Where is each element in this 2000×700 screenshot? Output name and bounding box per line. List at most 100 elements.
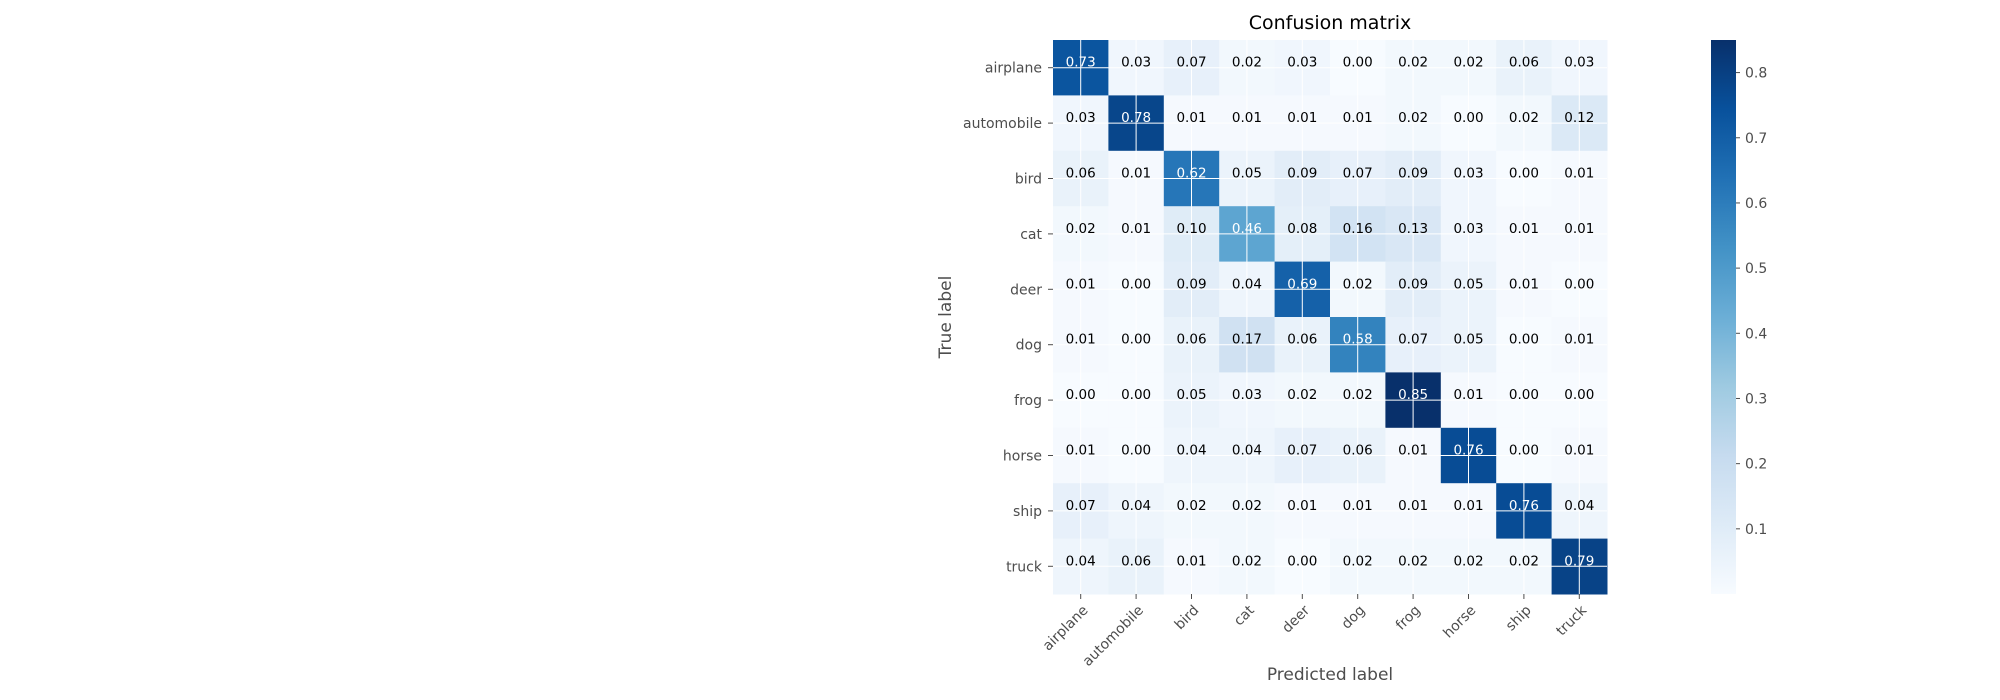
cell-value-label: 0.04	[1121, 498, 1151, 514]
y-tick-label: horse	[1003, 449, 1042, 465]
x-tick-label: truck	[1553, 602, 1590, 639]
cell-value-label: 0.12	[1564, 110, 1594, 126]
cell-value-label: 0.00	[1564, 387, 1594, 403]
x-tick-label: horse	[1440, 603, 1479, 642]
cell-value-label: 0.00	[1509, 443, 1539, 459]
y-tick-label: truck	[1006, 559, 1043, 575]
cell-value-label: 0.06	[1066, 166, 1096, 182]
cell-value-label: 0.02	[1398, 553, 1428, 569]
cell-value-label: 0.62	[1176, 166, 1206, 182]
cell-value-label: 0.79	[1564, 553, 1594, 569]
cell-value-label: 0.01	[1343, 498, 1373, 514]
cell-value-label: 0.00	[1066, 387, 1096, 403]
cell-value-label: 0.78	[1121, 110, 1151, 126]
cell-value-label: 0.01	[1232, 110, 1262, 126]
cell-value-label: 0.09	[1398, 276, 1428, 292]
cell-value-label: 0.06	[1343, 443, 1373, 459]
x-axis-label: Predicted label	[1267, 665, 1393, 685]
colorbar: 0.1 0.2 0.3 0.4 0.5 0.6 0.7 0.8	[1711, 40, 1767, 594]
colorbar-tick-label: 0.8	[1745, 66, 1767, 82]
cell-value-label: 0.00	[1121, 332, 1151, 348]
cell-value-label: 0.69	[1287, 276, 1317, 292]
cell-value-label: 0.00	[1121, 443, 1151, 459]
y-tick-label: airplane	[985, 61, 1042, 77]
cell-value-label: 0.04	[1232, 443, 1262, 459]
cell-value-label: 0.02	[1509, 553, 1539, 569]
cell-value-label: 0.04	[1564, 498, 1594, 514]
cell-value-label: 0.03	[1453, 221, 1483, 237]
colorbar-tick-label: 0.7	[1745, 131, 1767, 147]
y-tick-label: automobile	[963, 116, 1042, 132]
cell-value-label: 0.73	[1066, 55, 1096, 71]
cell-value-label: 0.07	[1398, 332, 1428, 348]
cell-value-label: 0.03	[1453, 166, 1483, 182]
cell-value-label: 0.01	[1066, 443, 1096, 459]
cell-value-label: 0.04	[1232, 276, 1262, 292]
cell-value-label: 0.00	[1453, 110, 1483, 126]
cell-value-label: 0.02	[1453, 55, 1483, 71]
cell-value-label: 0.01	[1121, 166, 1151, 182]
cell-value-label: 0.06	[1287, 332, 1317, 348]
cell-value-label: 0.02	[1343, 553, 1373, 569]
cell-value-label: 0.08	[1287, 221, 1317, 237]
cell-value-label: 0.01	[1564, 166, 1594, 182]
colorbar-tick-label: 0.1	[1745, 522, 1767, 538]
cell-value-label: 0.76	[1453, 443, 1483, 459]
cell-value-label: 0.01	[1343, 110, 1373, 126]
cell-value-label: 0.02	[1232, 55, 1262, 71]
cell-value-label: 0.03	[1066, 110, 1096, 126]
cell-value-label: 0.00	[1564, 276, 1594, 292]
cell-value-label: 0.03	[1564, 55, 1594, 71]
cell-value-labels: 0.73 0.03 0.07 0.02 0.03 0.00 0.02 0.02 0.06 0.03…	[1066, 55, 1595, 570]
cell-value-label: 0.07	[1176, 55, 1206, 71]
cell-value-label: 0.03	[1121, 55, 1151, 71]
cell-value-label: 0.02	[1398, 55, 1428, 71]
cell-value-label: 0.10	[1176, 221, 1206, 237]
y-tick-label: frog	[1014, 393, 1042, 409]
cell-value-label: 0.03	[1287, 55, 1317, 71]
cell-value-label: 0.00	[1121, 387, 1151, 403]
cell-value-label: 0.00	[1121, 276, 1151, 292]
cell-value-label: 0.01	[1564, 221, 1594, 237]
cell-value-label: 0.02	[1287, 387, 1317, 403]
cell-value-label: 0.85	[1398, 387, 1428, 403]
y-tick-label: dog	[1016, 338, 1042, 354]
cell-value-label: 0.00	[1343, 55, 1373, 71]
cell-value-label: 0.02	[1343, 387, 1373, 403]
cell-value-label: 0.06	[1176, 332, 1206, 348]
y-tick-label: ship	[1013, 504, 1042, 520]
cell-value-label: 0.00	[1509, 166, 1539, 182]
y-tick-label: cat	[1020, 227, 1042, 243]
chart-title: Confusion matrix	[1249, 12, 1411, 34]
cell-value-label: 0.01	[1066, 276, 1096, 292]
cell-value-label: 0.06	[1509, 55, 1539, 71]
x-tick-label: ship	[1503, 602, 1535, 634]
cell-value-label: 0.76	[1509, 498, 1539, 514]
cell-value-label: 0.00	[1287, 553, 1317, 569]
cell-value-label: 0.02	[1176, 498, 1206, 514]
colorbar-gradient	[1711, 40, 1736, 594]
cell-value-label: 0.02	[1398, 110, 1428, 126]
cell-value-label: 0.02	[1232, 553, 1262, 569]
cell-value-label: 0.46	[1232, 221, 1262, 237]
cell-value-label: 0.09	[1176, 276, 1206, 292]
cell-value-label: 0.01	[1398, 443, 1428, 459]
x-tick-label: dog	[1339, 603, 1369, 633]
cell-value-label: 0.05	[1176, 387, 1206, 403]
colorbar-tick-label: 0.4	[1745, 326, 1767, 342]
cell-value-label: 0.58	[1343, 332, 1373, 348]
cell-value-label: 0.02	[1066, 221, 1096, 237]
colorbar-tick-label: 0.3	[1745, 391, 1767, 407]
cell-value-label: 0.01	[1287, 498, 1317, 514]
cell-value-label: 0.09	[1287, 166, 1317, 182]
cell-value-label: 0.01	[1509, 221, 1539, 237]
cell-value-label: 0.01	[1121, 221, 1151, 237]
cell-value-label: 0.01	[1509, 276, 1539, 292]
cell-value-label: 0.09	[1398, 166, 1428, 182]
cell-value-label: 0.02	[1509, 110, 1539, 126]
cell-value-label: 0.03	[1232, 387, 1262, 403]
cell-value-label: 0.01	[1176, 110, 1206, 126]
cell-value-label: 0.00	[1509, 387, 1539, 403]
